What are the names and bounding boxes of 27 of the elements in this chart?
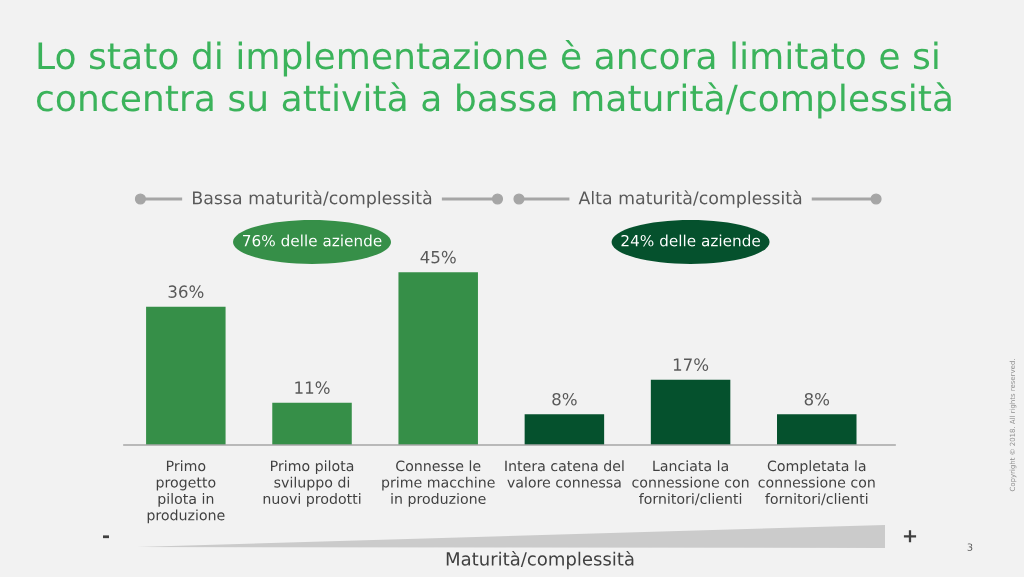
x-tick-label: Primo progetto pilota in produzione: [147, 460, 225, 524]
x-tick-label: Completata la connessione con fornitori/clienti: [758, 460, 875, 506]
x-tick-label: Lanciata la connessione con fornitori/clienti: [632, 460, 749, 506]
x-axis-title: Maturità/complessità: [446, 551, 634, 570]
chart-title: Lo stato di implementazione è ancora limitato e si concentra su attività a bassa maturità/complessità: [36, 40, 951, 119]
bar: [650, 379, 731, 445]
data-label: 8%: [804, 392, 830, 406]
bar: [146, 306, 226, 445]
x-tick-label: Intera catena del valore connessa: [505, 460, 624, 488]
data-label: 11%: [295, 381, 330, 394]
bar: [777, 414, 857, 445]
data-label: 17%: [673, 358, 709, 371]
bar: [524, 414, 605, 445]
bar: [272, 402, 352, 445]
data-label: 8%: [552, 392, 577, 406]
text: +: [903, 530, 917, 543]
text: Alta maturità/complessità: [578, 190, 802, 208]
data-label: 45%: [420, 250, 456, 264]
bar: [398, 272, 478, 445]
text: -: [103, 535, 109, 539]
text: Bassa maturità/complessità: [193, 190, 432, 208]
data-label: 36%: [168, 285, 204, 298]
text: 76% delle aziende: [243, 234, 382, 247]
text: 3: [967, 543, 973, 551]
x-tick-label: Connesse le prime macchine in produzione: [382, 460, 495, 507]
text: 24% delle aziende: [621, 234, 760, 247]
x-tick-label: Primo pilota sviluppo di nuovi prodotti: [263, 460, 361, 507]
